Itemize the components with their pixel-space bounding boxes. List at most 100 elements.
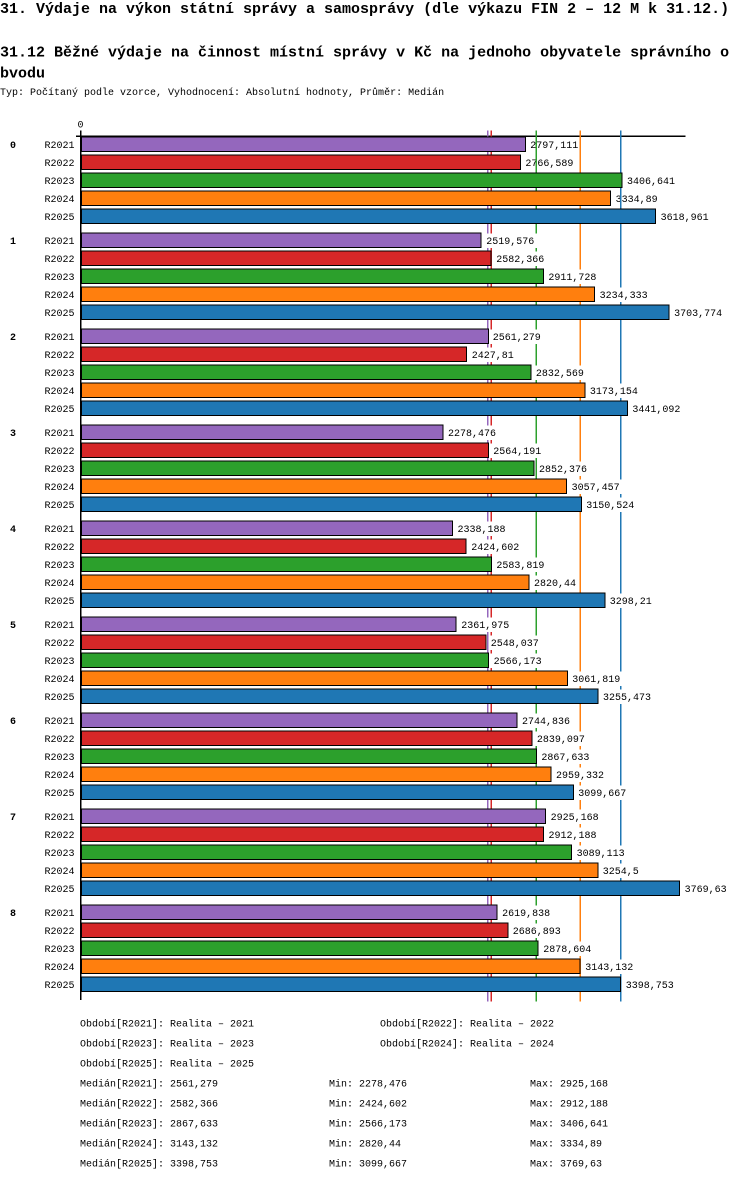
svg-text:3618,961: 3618,961 bbox=[661, 213, 709, 224]
svg-text:Období[R2024]: Realita – 2024: Období[R2024]: Realita – 2024 bbox=[380, 1038, 554, 1050]
svg-text:R2022: R2022 bbox=[45, 831, 75, 842]
svg-text:R2021: R2021 bbox=[45, 525, 75, 536]
svg-text:R2021: R2021 bbox=[45, 429, 75, 440]
svg-text:2912,188: 2912,188 bbox=[549, 831, 597, 842]
svg-text:2852,376: 2852,376 bbox=[539, 465, 587, 476]
svg-text:3769,63: 3769,63 bbox=[685, 885, 727, 896]
svg-text:Medián[R2023]: 2867,633: Medián[R2023]: 2867,633 bbox=[80, 1118, 218, 1130]
svg-text:Medián[R2025]: 3398,753: Medián[R2025]: 3398,753 bbox=[80, 1158, 218, 1170]
svg-text:Medián[R2022]: 2582,366: Medián[R2022]: 2582,366 bbox=[80, 1098, 218, 1110]
svg-text:R2024: R2024 bbox=[45, 195, 75, 206]
svg-text:Max: 3769,63: Max: 3769,63 bbox=[530, 1159, 602, 1170]
svg-text:5: 5 bbox=[10, 621, 16, 632]
svg-text:Min: 3099,667: Min: 3099,667 bbox=[329, 1158, 407, 1170]
svg-text:2959,332: 2959,332 bbox=[556, 771, 604, 782]
svg-text:R2024: R2024 bbox=[45, 579, 75, 590]
svg-text:2424,602: 2424,602 bbox=[471, 543, 519, 554]
svg-text:2548,037: 2548,037 bbox=[491, 639, 539, 650]
svg-text:R2025: R2025 bbox=[45, 885, 75, 896]
svg-text:Období[R2021]: Realita – 2021: Období[R2021]: Realita – 2021 bbox=[80, 1018, 254, 1030]
svg-text:2: 2 bbox=[10, 333, 16, 344]
svg-text:3298,21: 3298,21 bbox=[610, 597, 652, 608]
svg-text:R2025: R2025 bbox=[45, 597, 75, 608]
svg-text:2278,476: 2278,476 bbox=[448, 429, 496, 440]
svg-text:Max: 3334,89: Max: 3334,89 bbox=[530, 1139, 602, 1150]
svg-text:3089,113: 3089,113 bbox=[577, 849, 625, 860]
svg-text:3406,641: 3406,641 bbox=[627, 177, 675, 188]
svg-text:2619,838: 2619,838 bbox=[502, 909, 550, 920]
svg-text:2878,604: 2878,604 bbox=[543, 945, 591, 956]
svg-text:0: 0 bbox=[77, 121, 83, 132]
svg-text:R2024: R2024 bbox=[45, 771, 75, 782]
svg-text:31.12 Běžné výdaje na činnost: 31.12 Běžné výdaje na činnost místní spr… bbox=[0, 45, 729, 62]
svg-text:R2024: R2024 bbox=[45, 867, 75, 878]
svg-text:R2025: R2025 bbox=[45, 405, 75, 416]
svg-text:R2023: R2023 bbox=[45, 273, 75, 284]
svg-text:7: 7 bbox=[10, 813, 16, 824]
svg-text:4: 4 bbox=[10, 525, 16, 536]
svg-text:3398,753: 3398,753 bbox=[626, 981, 674, 992]
svg-text:3057,457: 3057,457 bbox=[572, 483, 620, 494]
svg-text:R2024: R2024 bbox=[45, 675, 75, 686]
svg-text:R2024: R2024 bbox=[45, 291, 75, 302]
svg-text:3254,5: 3254,5 bbox=[603, 867, 639, 878]
svg-text:R2025: R2025 bbox=[45, 693, 75, 704]
svg-text:2820,44: 2820,44 bbox=[534, 579, 576, 590]
svg-text:2564,191: 2564,191 bbox=[493, 447, 541, 458]
svg-text:8: 8 bbox=[10, 909, 16, 920]
svg-text:Období[R2023]: Realita – 2023: Období[R2023]: Realita – 2023 bbox=[80, 1038, 254, 1050]
svg-text:R2023: R2023 bbox=[45, 561, 75, 572]
svg-text:0: 0 bbox=[10, 141, 16, 152]
svg-text:R2023: R2023 bbox=[45, 657, 75, 668]
svg-text:Min: 2278,476: Min: 2278,476 bbox=[329, 1078, 407, 1090]
svg-text:2338,188: 2338,188 bbox=[458, 525, 506, 536]
svg-text:2582,366: 2582,366 bbox=[496, 255, 544, 266]
svg-text:Období[R2022]: Realita – 2022: Období[R2022]: Realita – 2022 bbox=[380, 1018, 554, 1030]
svg-text:R2022: R2022 bbox=[45, 351, 75, 362]
svg-text:3061,819: 3061,819 bbox=[572, 675, 620, 686]
svg-text:2744,836: 2744,836 bbox=[522, 717, 570, 728]
svg-text:2925,168: 2925,168 bbox=[551, 813, 599, 824]
svg-text:2427,81: 2427,81 bbox=[472, 351, 514, 362]
svg-text:3150,524: 3150,524 bbox=[586, 501, 634, 512]
svg-text:R2021: R2021 bbox=[45, 141, 75, 152]
svg-text:R2024: R2024 bbox=[45, 483, 75, 494]
svg-text:6: 6 bbox=[10, 717, 16, 728]
svg-text:2832,569: 2832,569 bbox=[536, 369, 584, 380]
svg-text:1: 1 bbox=[10, 237, 16, 248]
svg-text:Období[R2025]: Realita – 2025: Období[R2025]: Realita – 2025 bbox=[80, 1058, 254, 1070]
svg-text:R2021: R2021 bbox=[45, 237, 75, 248]
svg-text:R2021: R2021 bbox=[45, 813, 75, 824]
svg-text:2686,893: 2686,893 bbox=[513, 927, 561, 938]
svg-text:R2023: R2023 bbox=[45, 753, 75, 764]
svg-text:Max: 2925,168: Max: 2925,168 bbox=[530, 1079, 608, 1090]
svg-text:3099,667: 3099,667 bbox=[578, 789, 626, 800]
svg-text:R2023: R2023 bbox=[45, 369, 75, 380]
svg-text:R2021: R2021 bbox=[45, 717, 75, 728]
svg-text:R2023: R2023 bbox=[45, 945, 75, 956]
svg-text:R2023: R2023 bbox=[45, 465, 75, 476]
svg-text:Medián[R2021]: 2561,279: Medián[R2021]: 2561,279 bbox=[80, 1078, 218, 1090]
svg-text:R2022: R2022 bbox=[45, 255, 75, 266]
svg-text:Min: 2820,44: Min: 2820,44 bbox=[329, 1138, 401, 1150]
svg-text:R2021: R2021 bbox=[45, 333, 75, 344]
svg-text:R2021: R2021 bbox=[45, 621, 75, 632]
svg-text:3441,092: 3441,092 bbox=[632, 405, 680, 416]
svg-text:Medián[R2024]: 3143,132: Medián[R2024]: 3143,132 bbox=[80, 1138, 218, 1150]
svg-text:2766,589: 2766,589 bbox=[525, 159, 573, 170]
svg-text:3255,473: 3255,473 bbox=[603, 693, 651, 704]
svg-text:2361,975: 2361,975 bbox=[461, 621, 509, 632]
svg-text:R2025: R2025 bbox=[45, 213, 75, 224]
svg-text:2911,728: 2911,728 bbox=[548, 273, 596, 284]
svg-text:2839,097: 2839,097 bbox=[537, 735, 585, 746]
svg-text:R2022: R2022 bbox=[45, 927, 75, 938]
svg-text:R2025: R2025 bbox=[45, 309, 75, 320]
svg-text:3173,154: 3173,154 bbox=[590, 387, 638, 398]
svg-text:31. Výdaje na výkon státní spr: 31. Výdaje na výkon státní správy a samo… bbox=[0, 1, 729, 18]
svg-text:R2021: R2021 bbox=[45, 909, 75, 920]
svg-text:bvodu: bvodu bbox=[0, 66, 45, 83]
svg-text:R2022: R2022 bbox=[45, 735, 75, 746]
svg-text:Min: 2566,173: Min: 2566,173 bbox=[329, 1118, 407, 1130]
svg-text:R2022: R2022 bbox=[45, 447, 75, 458]
svg-text:R2022: R2022 bbox=[45, 639, 75, 650]
